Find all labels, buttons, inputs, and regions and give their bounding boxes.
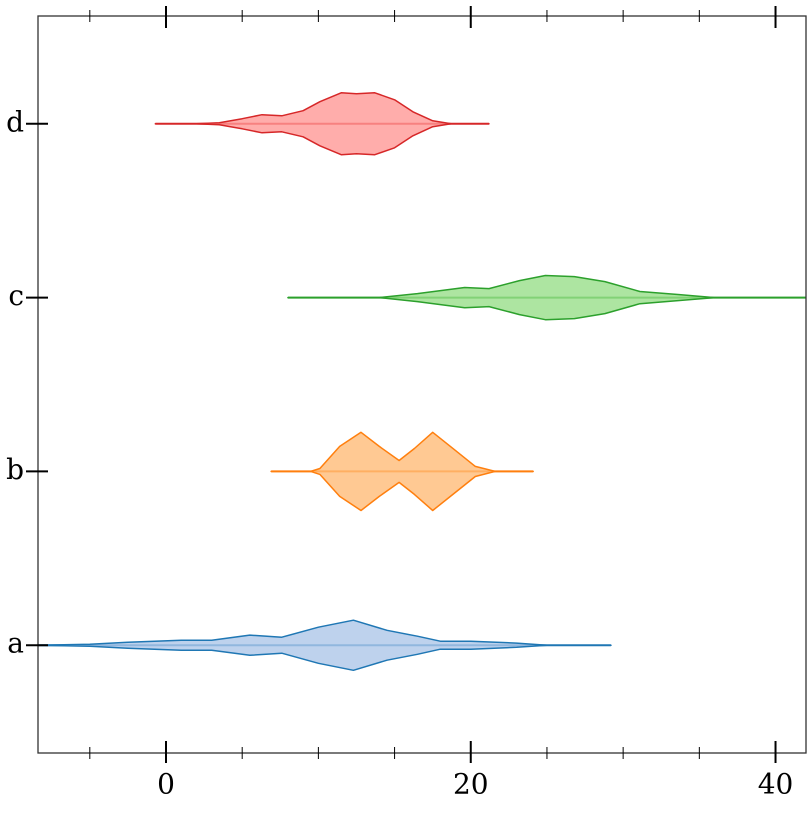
violin-body <box>270 431 534 512</box>
y-tick-label: a <box>7 627 24 660</box>
x-tick-label: 0 <box>157 768 175 801</box>
y-tick-label: c <box>8 279 24 312</box>
x-tick-label: 20 <box>453 768 489 801</box>
y-tick-label: d <box>6 105 24 138</box>
violin-body <box>154 92 490 156</box>
y-tick-label: b <box>6 453 24 486</box>
x-tick-label: 40 <box>758 768 794 801</box>
violin-body <box>38 619 612 672</box>
axes-frame <box>37 15 807 754</box>
violin-body <box>287 274 806 321</box>
plot-area <box>38 92 806 672</box>
